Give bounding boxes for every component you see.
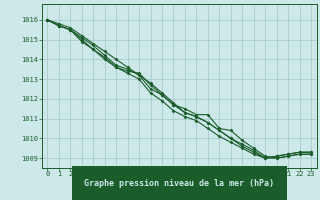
X-axis label: Graphe pression niveau de la mer (hPa): Graphe pression niveau de la mer (hPa) <box>84 179 274 188</box>
